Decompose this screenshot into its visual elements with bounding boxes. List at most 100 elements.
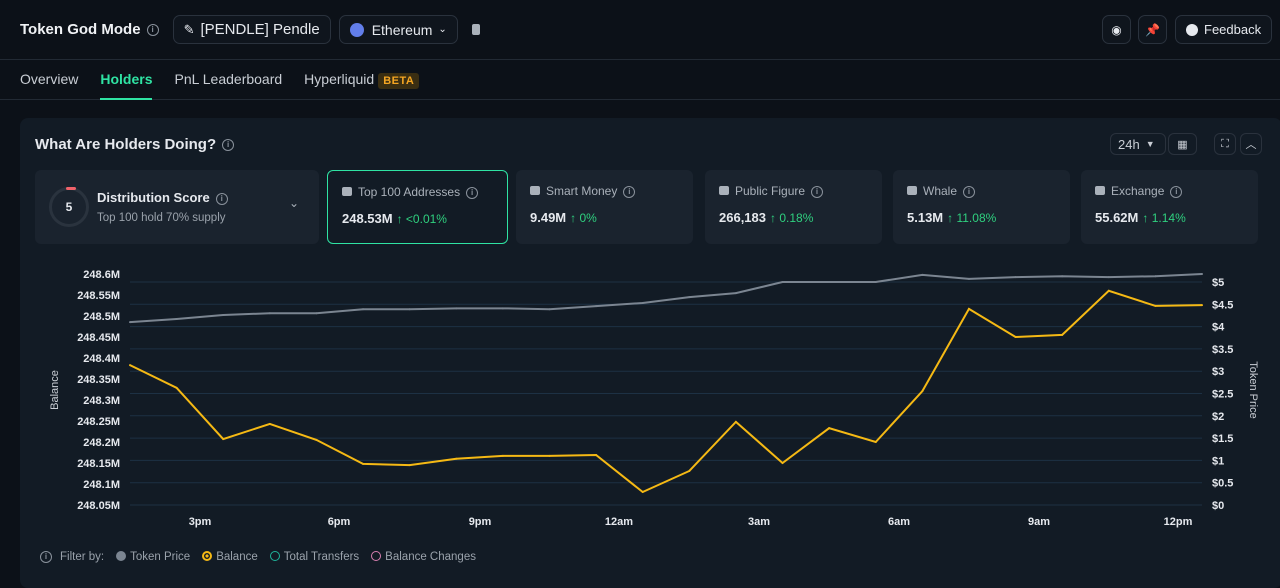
copy-icon[interactable] (471, 24, 480, 35)
data-point[interactable] (734, 292, 737, 295)
info-icon[interactable]: i (40, 551, 52, 563)
chevron-down-icon[interactable]: ⌄ (289, 196, 300, 210)
caret-down-icon: ▼ (1145, 139, 1155, 149)
data-point[interactable] (688, 296, 691, 299)
info-icon[interactable]: i (222, 139, 235, 152)
tab-overview[interactable]: Overview (20, 71, 79, 87)
data-point[interactable] (1107, 276, 1110, 279)
x-tick-label: 12pm (1164, 516, 1193, 528)
metric-card-whale[interactable]: Whale i 5.13M ↑ 11.08% (893, 170, 1070, 244)
y2-tick-label: $4.5 (1212, 299, 1233, 311)
data-point[interactable] (781, 462, 784, 464)
data-point[interactable] (1107, 289, 1110, 292)
data-point[interactable] (1154, 275, 1157, 278)
timeframe-select[interactable]: 24h ▼ (1110, 133, 1166, 155)
data-point[interactable] (129, 364, 131, 367)
tab-hyperliquid[interactable]: Hyperliquid BETA (304, 60, 420, 100)
data-point[interactable] (501, 454, 504, 457)
data-point[interactable] (408, 308, 411, 311)
metric-value: 266,183 ↑ 0.18% (719, 210, 814, 225)
dot-icon (371, 551, 382, 561)
data-point[interactable] (967, 277, 970, 280)
x-tick-label: 9pm (469, 516, 492, 528)
metric-label: Top 100 Addresses i (342, 185, 493, 199)
beta-badge: BETA (378, 73, 420, 89)
feedback-button[interactable]: Feedback (1175, 15, 1273, 44)
metric-card-smart-money[interactable]: Smart Money i 9.49M ↑ 0% (516, 170, 693, 244)
data-point[interactable] (1014, 336, 1017, 338)
data-point[interactable] (828, 281, 831, 283)
data-point[interactable] (781, 281, 784, 283)
token-selector[interactable]: ✎ [PENDLE] Pendle (172, 15, 331, 44)
data-point[interactable] (548, 308, 551, 311)
legend-balance-changes[interactable]: Balance Changes (371, 551, 476, 563)
data-point[interactable] (501, 307, 504, 310)
data-point[interactable] (129, 321, 131, 324)
info-icon[interactable]: i (215, 192, 228, 205)
holders-chart: 248.6M 248.55M 248.5M 248.45M 248.4M 248.35M 2… (49, 269, 1259, 528)
public-figure-icon (719, 186, 729, 195)
info-icon[interactable]: i (466, 186, 479, 199)
legend-total-transfers[interactable]: Total Transfers (269, 551, 359, 563)
data-point[interactable] (1201, 304, 1203, 307)
fullscreen-button[interactable]: ⛶ (1214, 133, 1236, 155)
data-point[interactable] (595, 454, 598, 457)
data-point[interactable] (222, 438, 225, 441)
data-point[interactable] (688, 469, 691, 472)
data-point[interactable] (315, 312, 318, 315)
data-point[interactable] (734, 420, 737, 423)
whale-icon (907, 186, 917, 195)
metric-card-top-100-addresses[interactable]: Top 100 Addresses i 248.53M ↑ <0.01% (327, 170, 508, 244)
tab-pnl-leaderboard[interactable]: PnL Leaderboard (174, 71, 283, 87)
metric-card-exchange[interactable]: Exchange i 55.62M ↑ 1.14% (1081, 170, 1258, 244)
exchange-icon (1095, 186, 1105, 195)
data-point[interactable] (175, 386, 178, 389)
x-tick-label: 9am (1028, 516, 1050, 528)
chevron-up-icon: ︿ (1245, 139, 1257, 151)
data-point[interactable] (1201, 272, 1203, 275)
metric-change: ↑ 1.14% (1142, 211, 1186, 225)
data-point[interactable] (967, 307, 970, 310)
data-point[interactable] (455, 307, 458, 310)
data-point[interactable] (828, 427, 831, 430)
data-point[interactable] (874, 281, 877, 283)
data-point[interactable] (455, 457, 458, 460)
info-icon[interactable]: i (623, 185, 636, 198)
data-point[interactable] (641, 301, 644, 304)
data-point[interactable] (175, 318, 178, 321)
calendar-button[interactable]: ▦ (1168, 133, 1197, 155)
metric-card-public-figure[interactable]: Public Figure i 266,183 ↑ 0.18% (705, 170, 882, 244)
data-point[interactable] (921, 390, 924, 393)
data-point[interactable] (921, 273, 924, 276)
legend-token-price[interactable]: Token Price (116, 551, 190, 563)
legend-balance[interactable]: Balance (202, 551, 258, 563)
tab-holders[interactable]: Holders (100, 60, 153, 100)
data-point[interactable] (362, 308, 365, 311)
data-point[interactable] (641, 490, 644, 493)
info-icon[interactable]: i (1170, 185, 1183, 198)
watch-button[interactable]: ◉ (1102, 15, 1131, 44)
info-icon[interactable]: i (146, 23, 159, 36)
data-point[interactable] (315, 438, 318, 441)
data-point[interactable] (548, 454, 551, 457)
y-tick-label: 248.1M (83, 479, 120, 491)
data-point[interactable] (1061, 333, 1064, 336)
data-point[interactable] (408, 464, 411, 467)
data-point[interactable] (222, 314, 225, 317)
distribution-score-card[interactable]: 5 Distribution Score i Top 100 hold 70% s… (35, 170, 319, 244)
data-point[interactable] (268, 422, 271, 425)
chain-selector[interactable]: Ethereum ⌄ (338, 15, 458, 44)
info-icon[interactable]: i (963, 185, 976, 198)
pin-button[interactable]: 📌 (1138, 15, 1167, 44)
data-point[interactable] (362, 462, 365, 465)
data-point[interactable] (268, 312, 271, 315)
data-point[interactable] (1154, 304, 1157, 307)
y-tick-label: 248.05M (77, 500, 120, 512)
y-tick-label: 248.55M (77, 290, 120, 302)
data-point[interactable] (1014, 276, 1017, 279)
data-point[interactable] (874, 441, 877, 443)
data-point[interactable] (1061, 275, 1064, 278)
collapse-button[interactable]: ︿ (1240, 133, 1262, 155)
data-point[interactable] (595, 305, 598, 308)
info-icon[interactable]: i (811, 185, 824, 198)
